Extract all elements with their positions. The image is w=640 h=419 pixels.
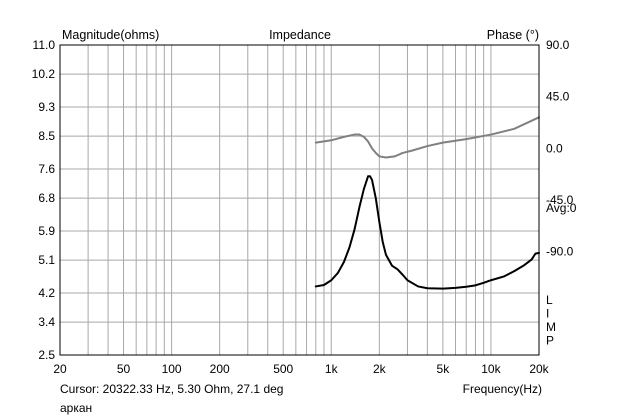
limp-letter: I xyxy=(546,307,549,321)
x-tick-label: 1k xyxy=(325,362,339,376)
plot-frame xyxy=(59,44,540,356)
chart-title: Impedance xyxy=(269,28,331,42)
avg-label: Avg:0 xyxy=(546,201,577,215)
limp-letter: M xyxy=(546,320,556,334)
x-tick-label: 10k xyxy=(481,362,501,376)
y-tick-label: 10.2 xyxy=(32,67,56,81)
file-name: аркан xyxy=(60,401,93,415)
x-tick-label: 50 xyxy=(117,362,131,376)
limp-letter: L xyxy=(546,293,553,307)
y-tick-label: 4.2 xyxy=(38,286,55,300)
y-tick-label: 3.4 xyxy=(38,315,55,329)
y2-tick-label: -45.0 xyxy=(546,193,574,207)
y2-tick-label: 90.0 xyxy=(546,38,570,52)
x-tick-label: 200 xyxy=(210,362,230,376)
y2-tick-label: 0.0 xyxy=(546,141,563,155)
y-tick-label: 9.3 xyxy=(38,100,55,114)
y-tick-label: 6.8 xyxy=(38,191,55,205)
x-tick-label: 5k xyxy=(437,362,451,376)
x-tick-label: 500 xyxy=(273,362,293,376)
phase-curve xyxy=(314,116,540,159)
y2-tick-label: -90.0 xyxy=(546,245,574,259)
y2-tick-label: 45.0 xyxy=(546,90,570,104)
x-tick-label: 20 xyxy=(53,362,67,376)
data-series xyxy=(314,116,540,290)
y-tick-label: 5.9 xyxy=(38,224,55,238)
y-tick-label: 5.1 xyxy=(38,253,55,267)
cursor-readout: Cursor: 20322.33 Hz, 5.30 Ohm, 27.1 deg xyxy=(60,382,284,396)
limp-letter: P xyxy=(546,334,554,348)
y-tick-label: 11.0 xyxy=(33,38,56,52)
y-axis-title: Magnitude(ohms) xyxy=(62,28,159,42)
y-tick-label: 7.6 xyxy=(38,162,55,176)
grid xyxy=(60,45,539,355)
y2-axis-title: Phase (°) xyxy=(487,28,539,42)
x-tick-label: 100 xyxy=(162,362,182,376)
x-tick-label: 20k xyxy=(529,362,549,376)
y-tick-label: 8.5 xyxy=(38,129,55,143)
x-tick-label: 2k xyxy=(373,362,387,376)
impedance-curve xyxy=(314,175,540,290)
y-tick-label: 2.5 xyxy=(38,348,55,362)
tick-labels: 2.5 3.4 4.2 5.1 5.9 6.8 7.6 8.5 9.3 10.2 11.0 90.0 4… xyxy=(32,38,574,376)
x-axis-title: Frequency(Hz) xyxy=(463,382,542,396)
